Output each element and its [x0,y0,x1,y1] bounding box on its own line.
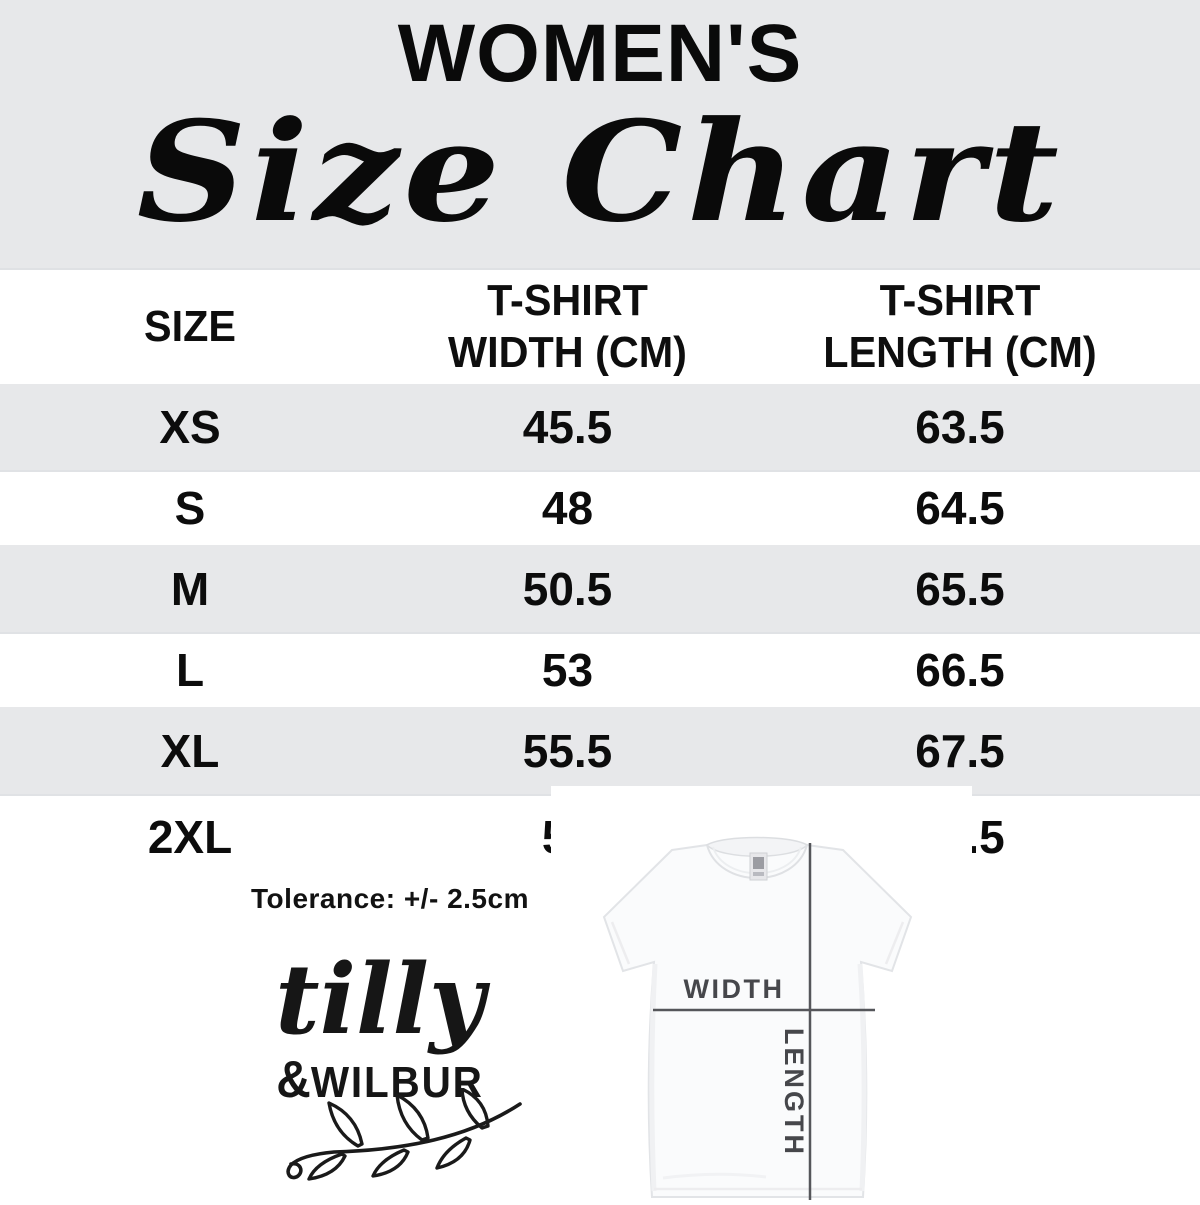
tshirt-measurement-image: WIDTH LENGTH [551,786,972,1200]
row-length-value: 66.5 [915,643,1005,696]
collar-back-band [705,836,809,857]
row-length-value: 65.5 [915,562,1005,615]
row-length-value: 63.5 [915,401,1005,453]
table-row: XL 55.5 67.5 [0,707,1200,796]
tshirt-diagram: WIDTH LENGTH [602,836,913,1200]
row-size-label: L [175,643,205,696]
brand-logo-ampersand: & [276,1051,311,1109]
header-kicker: WOMEN'S [397,8,803,99]
width-header-line1: T-SHIRT [487,276,648,325]
row-size-label: M [170,562,210,615]
row-size-label: XL [160,724,220,777]
column-header-width: T-SHIRT WIDTH (CM) [391,270,744,384]
table-row: L 53 66.5 [0,632,1200,707]
column-header-size: SIZE [11,270,368,384]
laurel-branch-icon [286,1088,522,1181]
row-width-value: 48 [541,481,594,534]
row-width-value: 53 [541,643,594,696]
brand-logo-script: tilly [275,942,485,1056]
column-header-length: T-SHIRT LENGTH (CM) [767,270,1152,384]
row-size-label: 2XL [147,811,233,863]
table-row: XS 45.5 63.5 [0,384,1200,472]
row-size-label: S [174,481,206,534]
length-label: LENGTH [779,1028,809,1157]
header-band [0,0,1200,270]
width-label: WIDTH [684,974,785,1004]
table-header-row: SIZE T-SHIRT WIDTH (CM) T-SHIRT LENGTH (… [0,270,1200,384]
row-length-value: 67.5 [915,724,1005,777]
table-row: S 48 64.5 [0,470,1200,545]
row-width-value: 45.5 [522,401,613,453]
row-length-value: 64.5 [915,481,1005,534]
table-row: M 50.5 65.5 [0,545,1200,634]
row-width-value: 55.5 [522,724,613,777]
page-title: Size Chart [136,89,1064,253]
row-width-value: 50.5 [522,562,613,615]
row-size-label: XS [159,401,221,453]
length-header-line1: T-SHIRT [879,276,1041,325]
width-header-line2: WIDTH (CM) [448,328,687,377]
size-header-label: SIZE [144,302,236,351]
tolerance-note: Tolerance: +/- 2.5cm [251,883,529,914]
length-header-line2: LENGTH (CM) [823,328,1097,377]
